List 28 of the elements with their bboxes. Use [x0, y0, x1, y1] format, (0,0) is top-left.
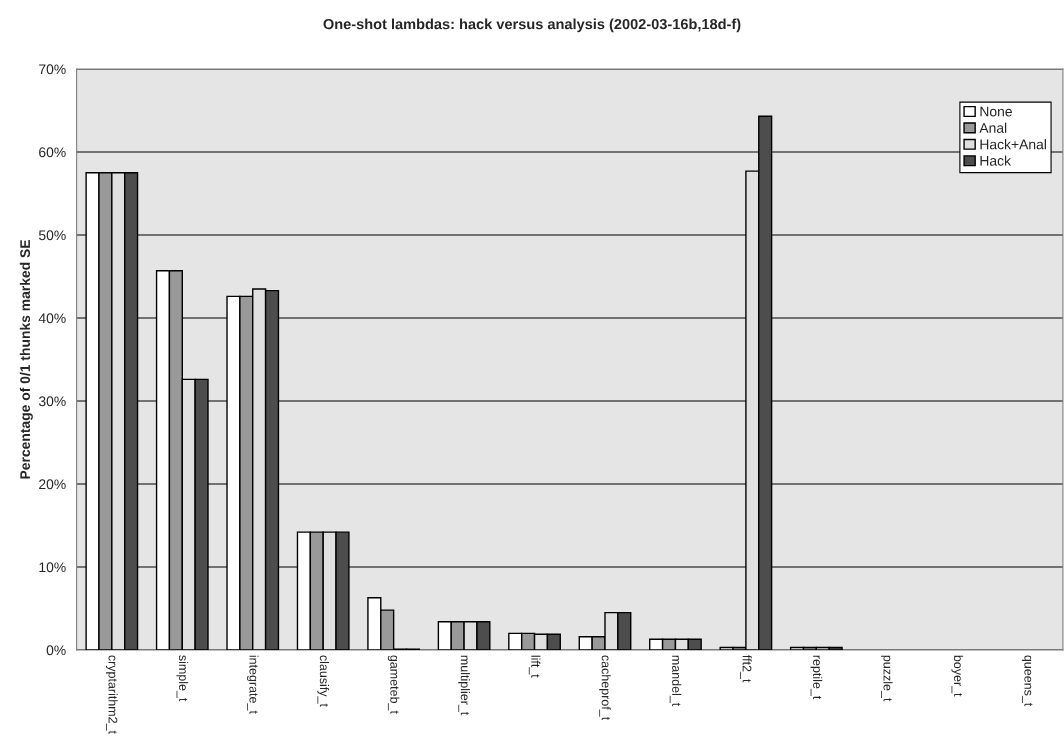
- x-tick-label: boyer_t: [951, 655, 964, 697]
- y-tick-label: 40%: [38, 313, 66, 324]
- x-tick-label: reptile_t: [810, 655, 823, 700]
- x-tick-label: mandel_t: [669, 655, 682, 707]
- x-tick-label: gameteb_t: [387, 655, 400, 714]
- legend-label: Hack+Anal: [980, 139, 1046, 150]
- legend-label: Hack: [980, 155, 1011, 166]
- x-tick-label: integrate_t: [246, 655, 259, 714]
- y-tick-label: 60%: [39, 147, 66, 158]
- legend-label: Anal: [979, 122, 1007, 133]
- x-tick-label: cryptarithm2_t: [106, 655, 118, 734]
- x-tick-label: fft2_t: [740, 655, 752, 683]
- x-tick-label: queens_t: [1021, 655, 1033, 707]
- y-tick-label: 50%: [38, 230, 66, 241]
- y-tick-label: 10%: [39, 562, 66, 573]
- x-tick-label: puzzle_t: [880, 655, 893, 702]
- x-tick-label: multiplier_t: [458, 655, 470, 716]
- x-tick-label: cacheprof_t: [599, 655, 611, 721]
- legend-label: None: [980, 106, 1012, 117]
- x-tick-label: lift_t: [528, 655, 541, 678]
- x-tick-label: clausify_t: [317, 655, 330, 707]
- y-tick-label: 0%: [46, 645, 66, 656]
- y-tick-label: 20%: [39, 479, 66, 490]
- y-axis-title: Percentage of 0/1 thunks marked SE: [19, 240, 33, 479]
- y-tick-label: 70%: [39, 64, 66, 75]
- chart-title: One-shot lambdas: hack versus analysis (2002-03-16b,18d-f): [323, 18, 741, 33]
- x-tick-label: simple_t: [176, 655, 189, 702]
- y-tick-label: 30%: [38, 396, 66, 407]
